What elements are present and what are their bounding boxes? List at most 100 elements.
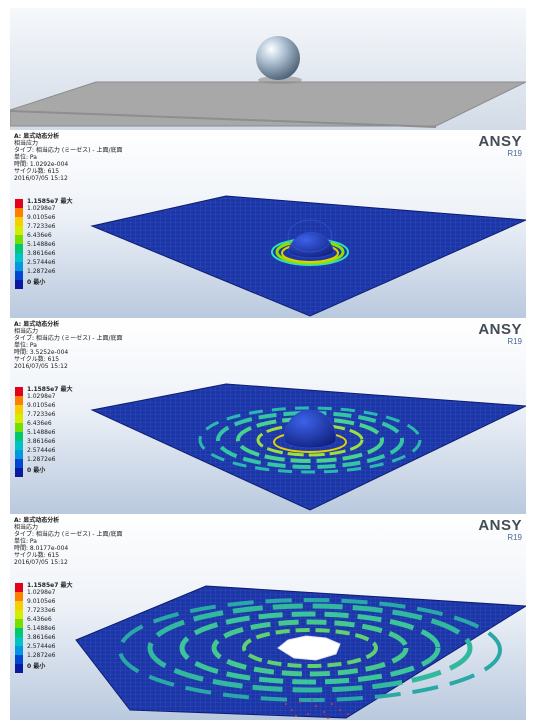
result-name: 相当応力 [14,524,39,531]
ball-mesh [283,409,337,449]
legend-label: 7.7233e6 [27,607,56,614]
result-time: 時間: 3.5252e-004 [14,349,69,356]
result-type: タイプ: 相当応力 (ミーゼス) - 上面/底面 [14,531,123,538]
result-cycles: サイクル数: 615 [14,552,60,559]
legend-label: 1.1585e7 最大 [27,582,73,589]
result-type: タイプ: 相当応力 (ミーゼス) - 上面/底面 [14,335,123,342]
legend-label: 1.0298e7 [27,205,56,212]
result-name: 相当応力 [14,328,39,335]
legend-swatch [15,646,23,655]
legend-swatch [15,244,23,253]
legend-label: 1.2872e6 [27,456,56,463]
ansys-logo: ANSY R19 [478,134,522,158]
result-type: タイプ: 相当応力 (ミーゼス) - 上面/底面 [14,147,123,154]
legend-swatch [15,441,23,450]
legend-label: 9.0105e6 [27,598,56,605]
legend-swatch [15,217,23,226]
legend-swatch [15,610,23,619]
legend-swatch [15,583,23,592]
ansys-logo: ANSY R19 [478,322,522,346]
plate-surface [10,81,526,127]
legend-label: 0 最小 [27,663,46,670]
perforation-hole [277,635,341,661]
geometry-scene [10,36,526,128]
result-scene-1 [90,195,526,317]
analysis-title: A: 显式动态分析 [14,133,60,140]
legend-label: 7.7233e6 [27,223,56,230]
legend-label: 1.0298e7 [27,589,56,596]
legend-label: 5.1488e6 [27,429,56,436]
legend-label: 6.436e6 [27,232,52,239]
result-info: A: 显式动态分析 相当応力 タイプ: 相当応力 (ミーゼス) - 上面/底面 … [14,321,123,370]
legend-label: 1.1585e7 最大 [27,198,73,205]
result-date: 2016/07/05 15:12 [14,363,68,370]
legend-swatch [15,432,23,441]
legend-swatch [15,655,23,664]
brand-name: ANSY [478,321,522,338]
legend-label: 2.5744e6 [27,259,56,266]
result-viewport-1[interactable]: A: 显式动态分析 相当应力 タイプ: 相当応力 (ミーゼス) - 上面/底面 … [10,130,526,318]
legend-label: 9.0105e6 [27,402,56,409]
ball-mesh [287,231,335,259]
legend-label: 1.2872e6 [27,652,56,659]
result-name: 相当应力 [14,140,39,147]
ansys-logo: ANSY R19 [478,518,522,542]
debris-fragments [285,699,349,719]
result-info: A: 显式动态分析 相当应力 タイプ: 相当応力 (ミーゼス) - 上面/底面 … [14,133,123,182]
result-viewport-2[interactable]: A: 显式动态分析 相当応力 タイプ: 相当応力 (ミーゼス) - 上面/底面 … [10,318,526,514]
wave-ring [211,619,409,677]
legend-swatch [15,396,23,405]
brand-version: R19 [507,149,522,158]
result-cycles: サイクル数: 615 [14,168,60,175]
legend-swatch [15,664,23,673]
legend-label: 3.8616e6 [27,634,56,641]
result-date: 2016/07/05 15:12 [14,175,68,182]
wave-ring-outer [198,406,422,474]
brand-name: ANSY [478,517,522,534]
legend-label: 5.1488e6 [27,625,56,632]
result-info: A: 显式动态分析 相当応力 タイプ: 相当応力 (ミーゼス) - 上面/底面 … [14,517,123,566]
result-time: 時間: 8.0177e-004 [14,545,69,552]
legend-swatch [15,414,23,423]
result-unit: 単位: Pa [14,154,37,161]
brand-version: R19 [507,533,522,542]
legend-swatch [15,601,23,610]
legend-swatch [15,280,23,289]
legend-label: 0 最小 [27,279,46,286]
analysis-title: A: 显式动态分析 [14,321,60,328]
legend-swatch [15,199,23,208]
result-date: 2016/07/05 15:12 [14,559,68,566]
ball-sphere [256,36,300,80]
legend-label: 1.2872e6 [27,268,56,275]
geometry-viewport[interactable] [10,8,526,130]
wave-ring [147,603,473,693]
analysis-title: A: 显式动态分析 [14,517,60,524]
legend-label: 6.436e6 [27,420,52,427]
result-unit: 単位: Pa [14,342,37,349]
legend-swatch [15,637,23,646]
brand-name: ANSY [478,133,522,150]
legend-swatch [15,208,23,217]
legend-swatch [15,592,23,601]
result-unit: 単位: Pa [14,538,37,545]
wave-ring-inner [242,628,378,668]
wave-ring [179,611,441,685]
legend-swatch [15,262,23,271]
result-scene-3 [75,585,526,719]
result-viewport-3[interactable]: A: 显式动态分析 相当応力 タイプ: 相当応力 (ミーゼス) - 上面/底面 … [10,514,526,720]
legend-label: 3.8616e6 [27,250,56,257]
legend-swatch [15,619,23,628]
legend-label: 0 最小 [27,467,46,474]
legend-label: 2.5744e6 [27,447,56,454]
legend-label: 1.0298e7 [27,393,56,400]
legend-swatch [15,253,23,262]
brand-version: R19 [507,337,522,346]
legend-label: 6.436e6 [27,616,52,623]
legend-swatch [15,271,23,280]
legend-swatch [15,468,23,477]
legend-label: 7.7233e6 [27,411,56,418]
result-scene-2 [90,383,526,511]
result-time: 時間: 1.0292e-004 [14,161,69,168]
legend-label: 5.1488e6 [27,241,56,248]
legend-swatch [15,423,23,432]
